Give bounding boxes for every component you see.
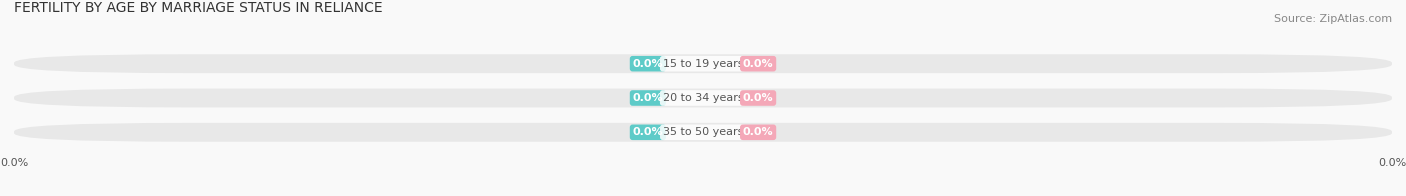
Text: 15 to 19 years: 15 to 19 years	[662, 59, 744, 69]
Text: 0.0%: 0.0%	[633, 127, 664, 137]
Text: 20 to 34 years: 20 to 34 years	[662, 93, 744, 103]
FancyBboxPatch shape	[14, 89, 1392, 107]
Text: 0.0%: 0.0%	[742, 59, 773, 69]
Text: Source: ZipAtlas.com: Source: ZipAtlas.com	[1274, 14, 1392, 24]
Text: 0.0%: 0.0%	[742, 127, 773, 137]
FancyBboxPatch shape	[14, 123, 1392, 142]
Text: 0.0%: 0.0%	[633, 93, 664, 103]
FancyBboxPatch shape	[14, 54, 1392, 73]
Text: FERTILITY BY AGE BY MARRIAGE STATUS IN RELIANCE: FERTILITY BY AGE BY MARRIAGE STATUS IN R…	[14, 1, 382, 15]
Text: 0.0%: 0.0%	[633, 59, 664, 69]
Text: 0.0%: 0.0%	[742, 93, 773, 103]
Text: 35 to 50 years: 35 to 50 years	[662, 127, 744, 137]
